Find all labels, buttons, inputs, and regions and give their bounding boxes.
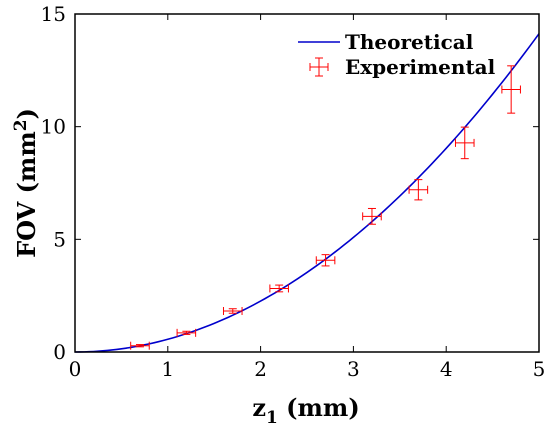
experimental-point [454,126,475,160]
x-tick-label: 4 [440,357,453,381]
experimental-point [176,328,197,337]
legend-experimental-swatch [309,57,329,77]
plot-area [75,14,539,352]
experimental-point [362,207,382,225]
legend: Theoretical Experimental [298,30,496,79]
theoretical-layer [74,33,540,353]
legend-theoretical-label: Theoretical [345,30,474,54]
experimental-point [408,179,429,201]
experimental-point [501,65,521,114]
y-axis-title: FOV (mm2) [11,108,41,258]
x-tick-label: 0 [69,357,82,381]
theoretical-curve [74,33,540,353]
y-tick-label: 0 [53,340,66,364]
experimental-point [315,254,336,267]
experimental-point [130,341,150,350]
legend-experimental-label: Experimental [345,55,496,79]
x-tick-label: 2 [254,357,267,381]
x-tick-label: 3 [347,357,360,381]
y-tick-label: 10 [41,115,66,139]
y-tick-label: 5 [53,227,66,251]
x-tick-label: 1 [161,357,174,381]
experimental-layer [130,65,521,350]
experimental-point [222,306,243,315]
experimental-point [269,284,289,293]
y-tick-label: 15 [41,2,66,26]
x-axis-title: z1 (mm) [252,393,359,428]
plot-frame [74,13,540,353]
x-tick-label: 5 [533,357,546,381]
